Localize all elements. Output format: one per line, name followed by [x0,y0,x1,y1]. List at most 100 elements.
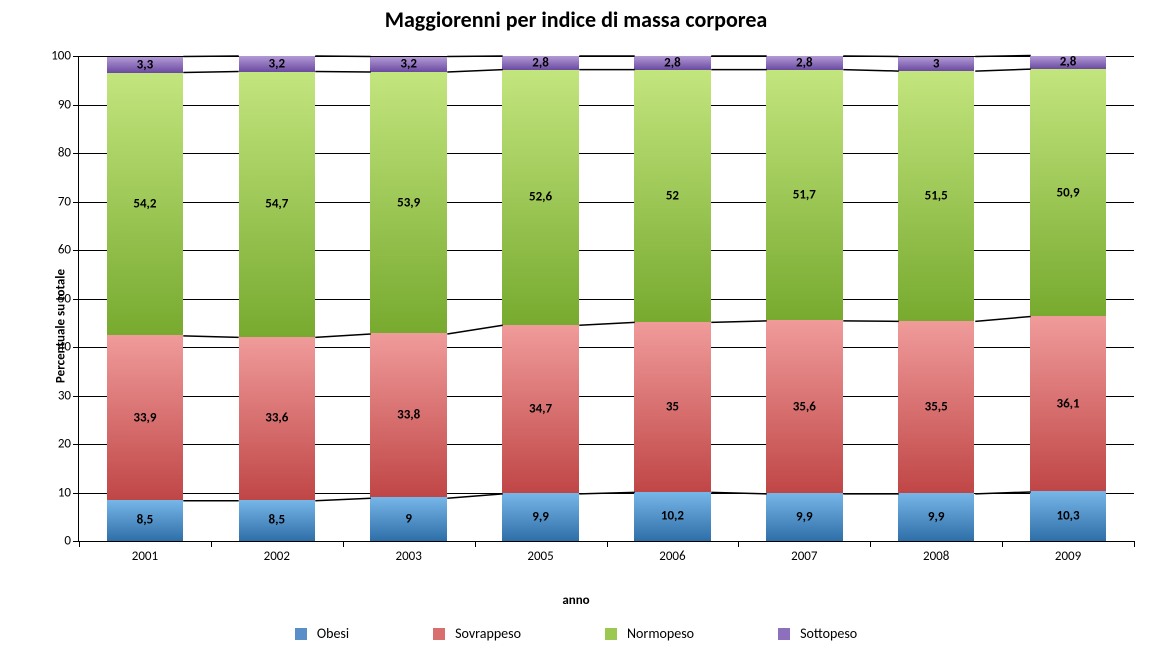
y-tick-label: 0 [64,534,79,549]
x-tick-mark [870,541,871,547]
bar-segment-sovrappeso: 33,8 [370,333,446,497]
gridline [79,153,1134,154]
legend-label: Sottopeso [800,625,857,642]
legend-label: Sovrappeso [455,625,521,642]
gridline [79,299,1134,300]
bar-segment-sovrappeso: 33,6 [239,337,315,500]
bar-segment-sottopeso: 2,8 [634,56,710,70]
bar-segment-label: 33,6 [239,411,315,426]
x-tick-mark [738,541,739,547]
x-tick-mark [343,541,344,547]
bar-group: 933,853,93,2 [370,56,446,541]
bar-segment-label: 51,7 [766,187,842,202]
y-tick-label: 30 [58,388,79,403]
bar-segment-normopeso: 53,9 [370,72,446,333]
bar-segment-obesi: 8,5 [107,500,183,541]
bar-segment-label: 34,7 [502,401,578,416]
y-axis-label: Percentuale su totale [54,269,69,383]
bar-segment-obesi: 8,5 [239,500,315,541]
trendline-segment [711,321,766,322]
bar-segment-label: 35,5 [898,399,974,414]
bar-segment-label: 2,8 [634,55,710,70]
x-tick-label: 2001 [132,541,158,564]
trendline-segment [843,70,898,71]
bar-segment-obesi: 10,3 [1030,491,1106,541]
y-tick-label: 90 [58,97,79,112]
x-tick-mark [1002,541,1003,547]
bar-segment-label: 9,9 [502,510,578,525]
bar-segment-normopeso: 51,5 [898,71,974,321]
bar-segment-obesi: 9,9 [898,493,974,541]
legend-item-normopeso: Normopeso [605,625,694,642]
bar-group: 8,533,9 54,2 3,3 [107,56,183,541]
x-tick-label: 2003 [396,541,422,564]
x-tick-label: 2007 [791,541,817,564]
trendline-segment [447,70,502,72]
bar-segment-label: 52,6 [502,190,578,205]
bar-segment-label: 2,8 [766,55,842,70]
bar-segment-normopeso: 50,9 [1030,69,1106,316]
y-tick-label: 10 [58,485,79,500]
legend-swatch [778,628,790,640]
y-tick-label: 40 [58,340,79,355]
bar-segment-label: 10,2 [634,509,710,524]
bar-segment-label: 54,2 [107,196,183,211]
legend-swatch [295,628,307,640]
legend-item-sottopeso: Sottopeso [778,625,857,642]
gridline [79,444,1134,445]
bar-segment-sovrappeso: 33,9 [107,335,183,499]
bar-segment-label: 53,9 [370,195,446,210]
trendline-segment [315,498,370,500]
bar-segment-label: 35,6 [766,399,842,414]
bar-segment-sottopeso: 2,8 [502,56,578,70]
bar-segment-label: 51,5 [898,188,974,203]
x-tick-label: 2002 [264,541,290,564]
trendline-segment [183,336,238,337]
bar-segment-sovrappeso: 36,1 [1030,316,1106,491]
bar-segment-label: 54,7 [239,197,315,212]
bar-segment-label: 52 [634,188,710,203]
x-tick-mark [475,541,476,547]
gridline [79,202,1134,203]
bar-group: 9,9 35,6 51,7 2,8 [766,56,842,541]
bar-group: 10,3 36,150,92,8 [1030,56,1106,541]
x-tick-label: 2009 [1055,541,1081,564]
x-axis-label: anno [0,593,1152,608]
bar-segment-label: 10,3 [1030,509,1106,524]
y-tick-label: 100 [51,49,79,64]
bar-segment-normopeso: 51,7 [766,70,842,321]
bar-segment-normopeso: 54,2 [107,73,183,336]
bar-group: 8,533,654,73,2 [239,56,315,541]
trendline-segment [315,334,370,337]
y-tick-label: 80 [58,146,79,161]
bar-segment-normopeso: 52 [634,70,710,322]
bar-segment-label: 8,5 [239,513,315,528]
y-tick-label: 50 [58,291,79,306]
bar-segment-sottopeso: 2,8 [1030,56,1106,70]
x-tick-mark [607,541,608,547]
bar-segment-normopeso: 52,6 [502,70,578,325]
chart-title: Maggiorenni per indice di massa corporea [0,6,1152,33]
legend-swatch [605,628,617,640]
x-tick-mark [79,541,80,547]
trendline-segment [579,322,634,325]
bar-segment-label: 9,9 [766,510,842,525]
trendline-segment [975,316,1030,321]
plot-area: 010203040506070809010020018,533,954,23,3… [78,56,1134,542]
y-tick-label: 60 [58,243,79,258]
bar-segment-sovrappeso: 34,7 [502,325,578,493]
legend-item-sovrappeso: Sovrappeso [433,625,521,642]
bar-segment-sottopeso: 3,3 [107,57,183,73]
bar-segment-label: 3 [898,56,974,71]
bar-segment-label: 2,8 [1030,55,1106,70]
gridline [79,56,1134,57]
bar-segment-obesi: 9,9 [502,493,578,541]
legend-label: Obesi [317,625,349,642]
bar-segment-sovrappeso: 35,5 [898,321,974,493]
chart-container: Maggiorenni per indice di massa corporea… [0,0,1152,652]
legend: Obesi Sovrappeso Normopeso Sottopeso [0,625,1152,642]
bar-segment-sottopeso: 2,8 [766,56,842,70]
gridline [79,493,1134,494]
legend-item-obesi: Obesi [295,625,349,642]
trendline-segment [447,325,502,334]
